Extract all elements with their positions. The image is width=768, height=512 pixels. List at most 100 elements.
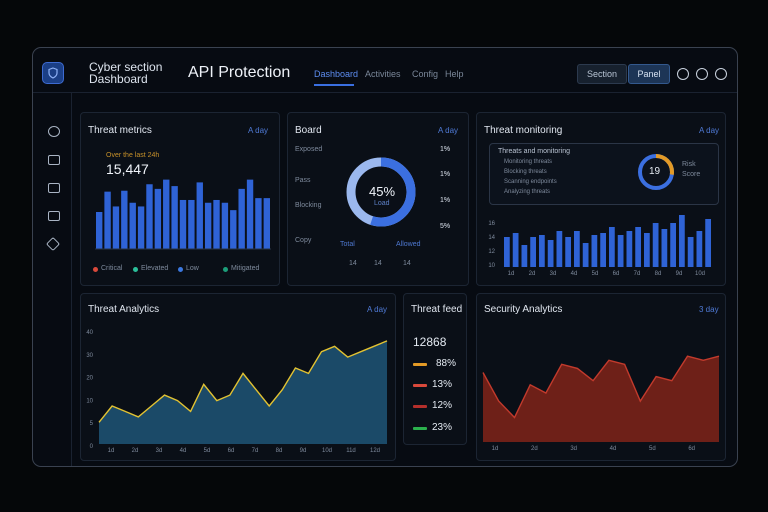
area-fill [483, 356, 719, 442]
threat-monitoring-title: Threat monitoring [484, 125, 563, 136]
threat-metrics-bar [96, 212, 103, 249]
threat-metrics-bar [146, 184, 153, 249]
threat-metrics-bar [121, 190, 128, 249]
active-tab-indicator [314, 84, 354, 86]
threat-monitoring-bar [661, 229, 668, 267]
threat-list-item: Monitoring threats [504, 159, 553, 165]
donut-segment [346, 157, 416, 227]
x-tick-label: 8d [655, 271, 662, 277]
board-panel: Board A day Exposed Pass Blocking Copy 4… [287, 112, 469, 286]
legend-mitigated-dot [223, 267, 228, 272]
gauge-value: 19 [649, 166, 661, 177]
threat-metrics-bar [188, 199, 195, 249]
security-analytics-panel: Security Analytics 3 day 1d 2d 3d 4d 5d 6d [476, 293, 726, 461]
sidebar [33, 92, 72, 466]
threat-monitoring-bar [504, 237, 510, 267]
board-percent: 45% [369, 184, 396, 199]
threat-monitoring-bar [617, 235, 624, 267]
y-tick-label: 30 [86, 353, 93, 359]
threat-metrics-range[interactable]: A day [248, 126, 269, 135]
tab-config[interactable]: Config [412, 69, 439, 79]
threat-analytics-range[interactable]: A day [367, 305, 388, 314]
threat-monitoring-bar [696, 231, 703, 267]
threat-metrics-bar [179, 199, 187, 249]
legend-critical-dot [93, 267, 98, 272]
tab-help[interactable]: Help [445, 69, 464, 79]
threat-analytics-area-chart: 40 30 20 10 5 0 1d 2d 3d 4d 5d 6d 7d 8d 9d 10d 11d 12d [86, 330, 388, 454]
board-label-exposed: Exposed [295, 146, 323, 153]
threat-feed-row-indicator [413, 363, 427, 366]
shield-logo-icon[interactable] [42, 62, 64, 84]
x-tick-label: 7d [634, 271, 641, 277]
panel-button[interactable]: Panel [628, 64, 670, 84]
edit-icon[interactable] [696, 68, 708, 80]
calendar-icon[interactable] [48, 183, 60, 193]
board-right-1: 1% [440, 146, 451, 153]
tag-icon[interactable] [45, 236, 61, 252]
x-tick-label: 1d [492, 446, 499, 452]
settings-icon[interactable] [715, 68, 727, 80]
threat-analytics-panel: Threat Analytics A day 40 30 20 10 5 0 1d 2d 3d 4… [80, 293, 396, 461]
threat-monitoring-bar [530, 237, 536, 267]
gauge-label-risk: Risk [682, 161, 696, 168]
x-tick-label: 7d [252, 448, 259, 454]
x-tick-label: 2d [531, 446, 538, 452]
board-label-blocking: Blocking [295, 202, 322, 209]
board-range[interactable]: A day [438, 126, 459, 135]
board-tick-2: 14 [374, 260, 382, 267]
threat-monitoring-bar [574, 231, 580, 267]
search-icon[interactable] [677, 68, 689, 80]
x-tick-label: 9d [676, 271, 683, 277]
y-tick-label: 16 [488, 221, 495, 227]
threat-feed-row-value: 13% [432, 379, 453, 390]
threat-metrics-bar [129, 202, 136, 249]
threat-monitoring-bar [635, 227, 641, 267]
brand-line-2: Dashboard [89, 72, 148, 86]
x-tick-label: 2d [132, 448, 139, 454]
threat-monitoring-bar [512, 233, 519, 267]
threat-monitoring-bar [705, 219, 711, 267]
board-sub: Load [374, 200, 390, 207]
threat-list-item: Blocking threats [504, 169, 547, 175]
top-bar: Cyber section Dashboard API Protection D… [33, 48, 737, 93]
threat-metrics-bar [221, 202, 229, 249]
y-tick-label: 12 [488, 249, 495, 255]
legend-low-dot [178, 267, 183, 272]
section-button[interactable]: Section [577, 64, 627, 84]
threat-feed-row-value: 12% [432, 400, 453, 411]
threat-monitoring-bar [591, 235, 598, 267]
threat-feed-row-indicator [413, 384, 427, 387]
threat-analytics-title: Threat Analytics [88, 304, 160, 315]
x-tick-label: 5d [649, 446, 656, 452]
threat-metrics-bar [246, 179, 254, 249]
board-title: Board [295, 125, 322, 136]
threat-list-item: Scanning endpoints [504, 179, 557, 185]
threat-feed-row-indicator [413, 405, 427, 408]
brand-name: Cyber section Dashboard [89, 61, 162, 85]
threat-monitoring-bar [539, 235, 545, 267]
storage-icon[interactable] [48, 211, 60, 221]
security-analytics-range[interactable]: 3 day [699, 305, 719, 314]
x-tick-label: 1d [508, 271, 515, 277]
inbox-icon[interactable] [48, 155, 60, 165]
threat-monitoring-bar-chart: 16 14 12 10 1d 2d 3d 4d 5d 6d 7d 8d 9d 10d [488, 215, 711, 277]
threat-metrics-bar [154, 188, 162, 249]
x-tick-label: 4d [610, 446, 617, 452]
board-donut-chart [346, 157, 416, 227]
y-tick-label: 20 [86, 376, 93, 382]
y-tick-label: 10 [488, 263, 495, 269]
chat-icon[interactable] [48, 126, 60, 137]
tab-activities[interactable]: Activities [365, 69, 401, 79]
board-bottom-total: Total [340, 241, 355, 248]
threat-monitoring-range[interactable]: A day [699, 126, 720, 135]
board-label-copy: Copy [295, 237, 312, 244]
dashboard-window: Cyber section Dashboard API Protection D… [32, 47, 738, 467]
threat-monitoring-bar [609, 227, 615, 267]
risk-gauge [638, 154, 674, 190]
brand-line-1: Cyber section [89, 60, 163, 74]
threat-metrics-title: Threat metrics [88, 125, 152, 136]
threat-monitoring-bar [582, 243, 589, 267]
threat-monitoring-bar [626, 231, 633, 267]
board-right-2: 1% [440, 171, 451, 178]
tab-dashboard[interactable]: Dashboard [314, 69, 359, 79]
